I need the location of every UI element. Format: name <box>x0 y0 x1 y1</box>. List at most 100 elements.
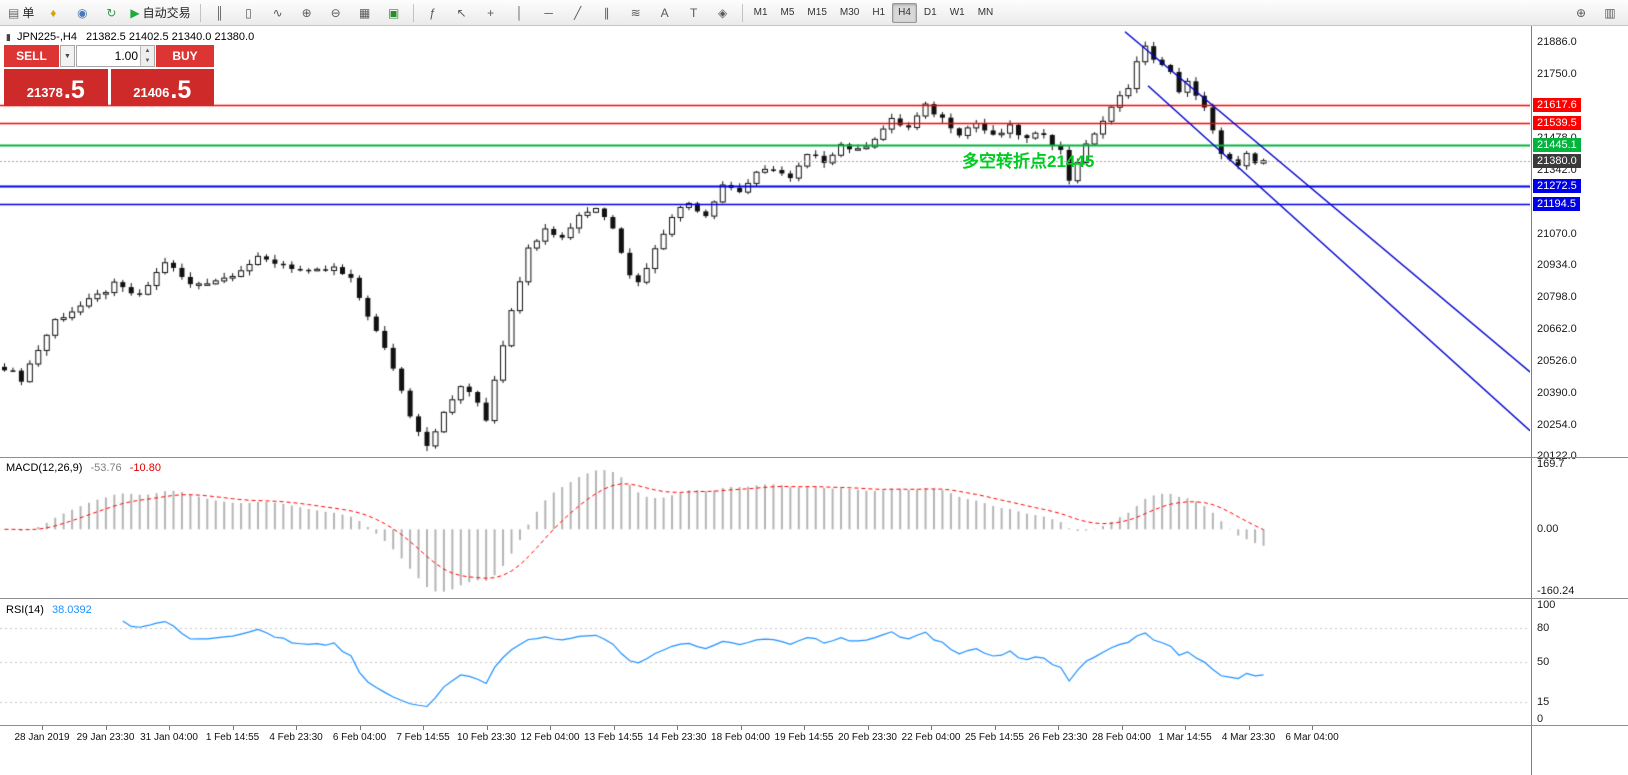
timeframe-m15[interactable]: M15 <box>807 7 827 18</box>
time-axis-tick <box>296 726 297 730</box>
new-order-button[interactable]: ▤ 单 <box>4 2 38 24</box>
time-axis-label: 28 Feb 04:00 <box>1092 732 1151 743</box>
chart-profile-button[interactable]: ◉ <box>68 2 96 24</box>
toolbar-separator <box>741 3 743 22</box>
equidistant-channel-button[interactable]: ∥ <box>593 2 621 24</box>
time-axis-tick <box>423 726 424 730</box>
time-axis-tick <box>105 726 107 730</box>
timeframe-m30[interactable]: M30 <box>839 7 860 18</box>
price-scale-label: 21070.0 <box>1537 227 1577 240</box>
zoom-out-icon: ⊖ <box>330 5 341 20</box>
autotrading-button[interactable]: ▶ 自动交易 <box>126 2 194 24</box>
vertical-line-button[interactable]: │ <box>506 2 534 24</box>
time-axis-tick <box>740 726 742 730</box>
price-scale-label: 0 <box>1537 713 1544 725</box>
sell-dropdown-icon[interactable]: ▼ <box>60 45 75 67</box>
timeframe-h4[interactable]: H4 <box>892 2 917 23</box>
ohlc-values: 21382.5 21402.5 21340.0 21380.0 <box>86 31 255 43</box>
macd-indicator-label: MACD(12,26,9) -53.76 -10.80 <box>6 462 161 474</box>
price-line-label: 21445.1 <box>1533 138 1581 153</box>
zoom-out-button[interactable]: ⊖ <box>322 2 350 24</box>
volume-input[interactable] <box>77 46 140 66</box>
zoom-in-button[interactable]: ⊕ <box>293 2 321 24</box>
volume-stepper: ▲ ▼ <box>140 46 154 66</box>
data-window-icon: ▥ <box>1604 5 1616 20</box>
bar-chart-icon: ║ <box>215 5 224 20</box>
volume-down-icon[interactable]: ▼ <box>141 56 154 66</box>
zoom-in-icon: ⊕ <box>301 5 312 20</box>
metaeditor-button[interactable]: ♦ <box>39 2 67 24</box>
fibonacci-icon: ≋ <box>630 5 641 20</box>
sell-button[interactable]: SELL <box>4 45 59 67</box>
time-axis-tick <box>550 726 551 730</box>
rsi-value: 38.0392 <box>51 604 92 616</box>
arrows-button[interactable]: ◈ <box>709 2 737 24</box>
refresh-button[interactable]: ↻ <box>97 2 125 24</box>
refresh-icon: ↻ <box>106 5 117 20</box>
new-chart-button[interactable]: ▣ <box>380 2 408 24</box>
rsi-name: RSI(14) <box>6 604 44 616</box>
trendline-icon: ╱ <box>573 5 582 20</box>
time-axis-tick <box>804 726 805 730</box>
candlestick-mini-icon: ▮ <box>6 32 11 42</box>
bid-big-digit: .5 <box>63 76 85 104</box>
text-label-button[interactable]: T <box>680 2 708 24</box>
horizontal-line-button[interactable]: ─ <box>535 2 563 24</box>
indicators-button[interactable]: ƒ <box>419 2 447 24</box>
volume-up-icon[interactable]: ▲ <box>141 46 154 56</box>
data-window-button[interactable]: ▥ <box>1596 2 1624 24</box>
timeframe-w1[interactable]: W1 <box>949 7 965 18</box>
pane-resize-handle[interactable] <box>0 598 1628 599</box>
time-axis-tick <box>1058 726 1059 730</box>
autotrading-label: 自动交易 <box>142 6 191 20</box>
autotrading-icon: ▶ <box>130 5 140 20</box>
tile-windows-icon: ▦ <box>358 5 371 20</box>
timeframe-mn[interactable]: MN <box>977 7 994 18</box>
fibonacci-button[interactable]: ≋ <box>622 2 650 24</box>
rsi-pane-canvas[interactable] <box>0 599 1530 725</box>
timeframe-m1[interactable]: M1 <box>753 7 768 18</box>
horizontal-line-icon: ─ <box>544 5 553 20</box>
candlestick-chart-button[interactable]: ▯ <box>235 2 263 24</box>
time-axis-label: 10 Feb 23:30 <box>457 732 516 743</box>
main-chart-canvas[interactable] <box>0 26 1530 457</box>
time-axis-label: 22 Feb 04:00 <box>901 732 961 743</box>
price-scale-label: 20934.0 <box>1537 259 1577 272</box>
bid-price-display[interactable]: 21378 .5 <box>4 69 108 106</box>
time-axis-label: 14 Feb 23:30 <box>647 732 707 743</box>
timeframe-d1[interactable]: D1 <box>923 7 937 18</box>
cursor-button[interactable]: ↖ <box>448 2 476 24</box>
macd-pane-canvas[interactable] <box>0 458 1530 598</box>
pane-resize-handle[interactable] <box>0 457 1628 458</box>
time-axis-label: 1 Feb 14:55 <box>205 732 260 743</box>
trendline-button[interactable]: ╱ <box>564 2 592 24</box>
crosshair-button[interactable]: + <box>477 2 505 24</box>
text-button[interactable]: A <box>651 2 679 24</box>
buy-button[interactable]: BUY <box>156 45 214 67</box>
time-axis-tick <box>486 726 488 730</box>
price-scale[interactable]: 21886.021750.021478.021342.021070.020934… <box>1531 26 1628 775</box>
chart-profile-icon: ◉ <box>77 5 88 20</box>
timeframe-m5[interactable]: M5 <box>780 7 795 18</box>
cursor-icon: ↖ <box>456 5 467 20</box>
tile-windows-button[interactable]: ▦ <box>351 2 379 24</box>
line-chart-button[interactable]: ∿ <box>264 2 292 24</box>
candlestick-chart-icon: ▯ <box>245 5 252 20</box>
search-button[interactable]: ⊕ <box>1567 2 1595 24</box>
time-axis-label: 4 Feb 23:30 <box>269 732 323 743</box>
time-axis[interactable]: 28 Jan 2019 29 Jan 23:30 31 Jan 04:00 1 Feb… <box>0 726 1531 775</box>
timeframe-h1[interactable]: H1 <box>872 7 886 18</box>
ask-price-display[interactable]: 21406 .5 <box>110 69 214 106</box>
one-click-trading-panel: SELL ▼ ▲ ▼ BUY 21378 .5 21406 .5 <box>4 45 214 106</box>
pane-resize-handle[interactable] <box>0 725 1628 726</box>
price-scale-label: 80 <box>1537 621 1550 634</box>
time-axis-label: 6 Mar 04:00 <box>1285 732 1339 743</box>
time-axis-label: 26 Feb 23:30 <box>1028 732 1088 743</box>
chart-title: ▮ JPN225-,H4 21382.5 21402.5 21340.0 213… <box>6 31 254 43</box>
toolbar-standard-group: ▤ 单 ♦ ◉ ↻ ▶ 自动交易 <box>4 2 195 24</box>
time-axis-label: 29 Jan 23:30 <box>76 732 135 743</box>
bar-chart-button[interactable]: ║ <box>206 2 234 24</box>
time-axis-tick <box>359 726 361 730</box>
price-scale-label: 169.7 <box>1537 458 1565 470</box>
crosshair-icon: + <box>487 5 495 20</box>
